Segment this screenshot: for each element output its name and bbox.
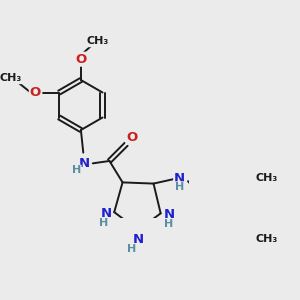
Text: O: O <box>75 53 86 66</box>
Text: CH₃: CH₃ <box>256 173 278 183</box>
Text: O: O <box>30 86 41 99</box>
Text: H: H <box>99 218 108 228</box>
Text: N: N <box>164 208 175 221</box>
Text: N: N <box>79 157 90 170</box>
Text: CH₃: CH₃ <box>256 234 278 244</box>
Text: H: H <box>164 219 174 229</box>
Text: CH₃: CH₃ <box>86 36 109 46</box>
Text: N: N <box>174 172 185 185</box>
Text: N: N <box>133 233 144 246</box>
Text: N: N <box>100 207 112 220</box>
Text: H: H <box>128 244 137 254</box>
Text: CH₃: CH₃ <box>0 73 22 83</box>
Text: O: O <box>127 131 138 144</box>
Text: H: H <box>175 182 184 192</box>
Text: H: H <box>71 166 81 176</box>
